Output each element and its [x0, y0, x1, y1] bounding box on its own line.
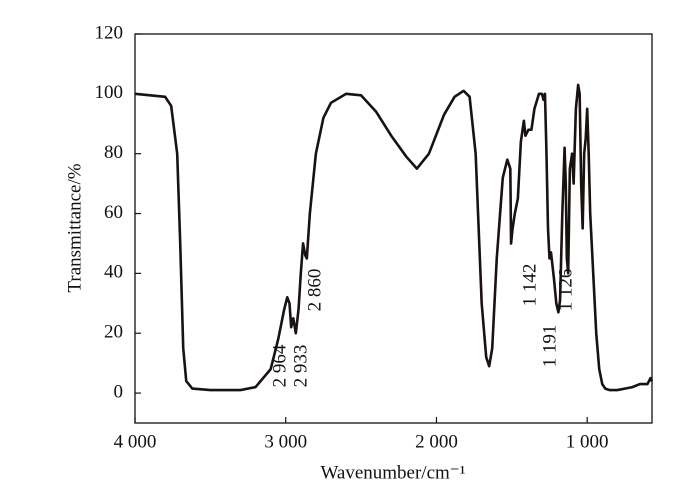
peak-annotation: 1 191	[539, 325, 560, 368]
x-axis-label: Wavenumber/cm⁻¹	[320, 462, 465, 483]
y-tick-label: 80	[104, 142, 123, 163]
peak-annotation: 1 142	[519, 264, 540, 307]
spectrum-line	[134, 83, 654, 392]
y-tick-label: 0	[114, 381, 124, 402]
y-tick-label: 60	[104, 202, 123, 223]
peak-annotation: 1 126	[555, 269, 576, 312]
y-tick-label: 20	[104, 322, 123, 343]
x-tick-label: 4 000	[114, 431, 157, 452]
y-axis-label: Transmittance/%	[64, 163, 85, 292]
plot-frame	[134, 33, 653, 424]
x-tick-label: 2 000	[415, 431, 458, 452]
x-tick-label: 3 000	[264, 431, 307, 452]
y-tick-label: 100	[95, 82, 124, 103]
peak-annotation: 2 860	[304, 269, 325, 312]
peak-annotation: 2 933	[290, 345, 311, 388]
y-tick-label: 40	[104, 262, 123, 283]
y-tick-label: 120	[95, 22, 124, 43]
x-tick-label: 1 000	[566, 431, 609, 452]
peak-annotation: 2 964	[269, 344, 290, 387]
